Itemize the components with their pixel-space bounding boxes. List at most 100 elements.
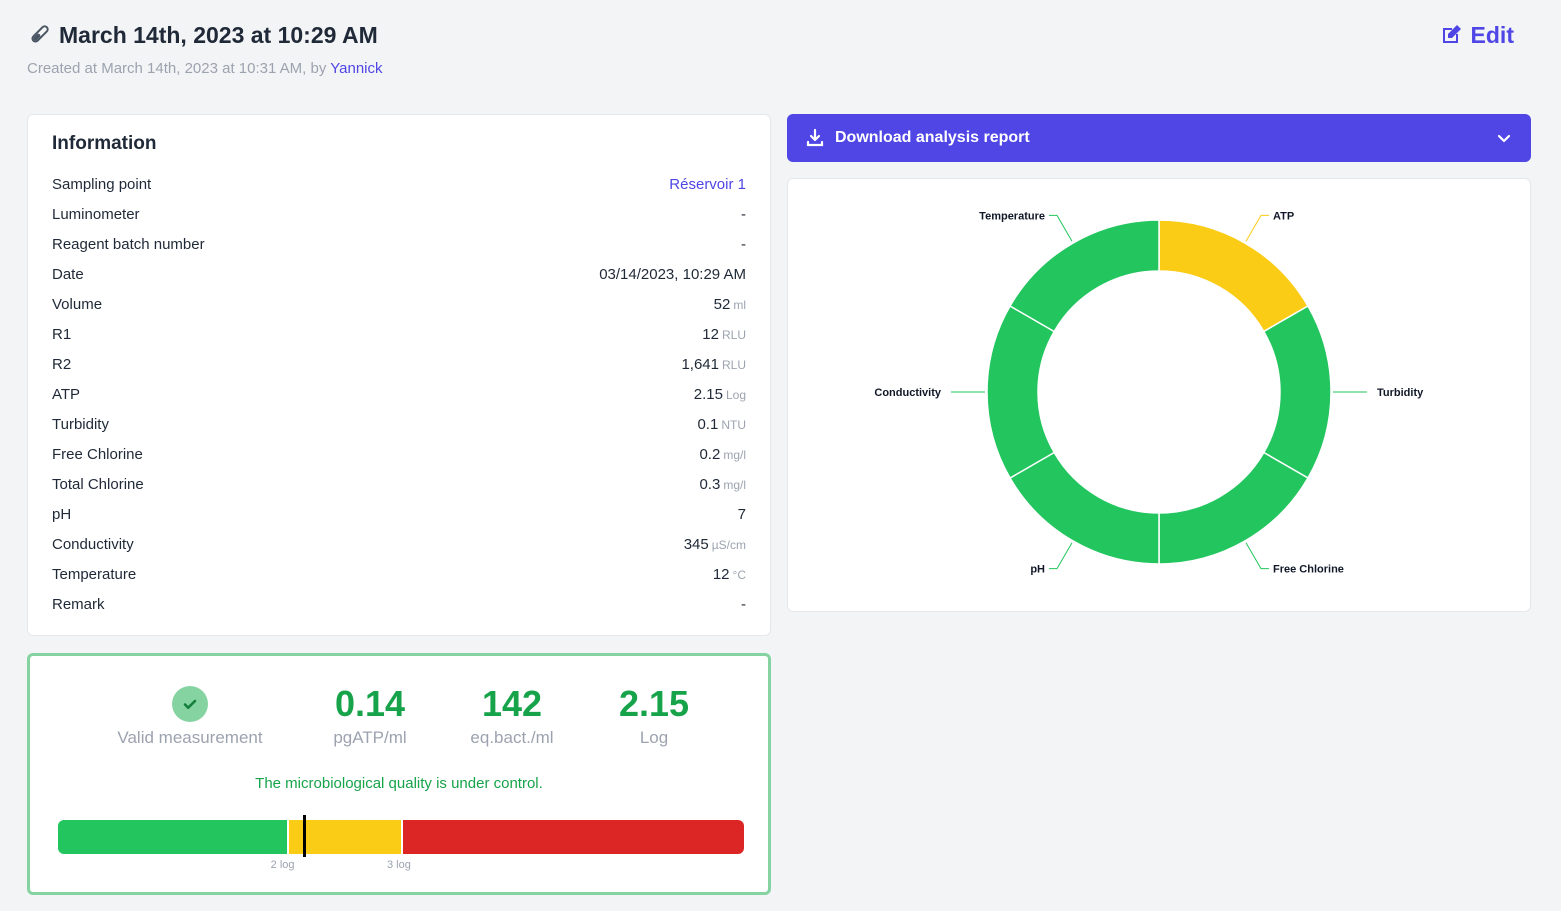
title-row: March 14th, 2023 at 10:29 AM: [27, 18, 1527, 52]
edit-icon: [1442, 25, 1461, 43]
metrics-row: Valid measurement 0.14 pgATP/ml 142 eq.b…: [30, 684, 768, 754]
atp-concentration-metric: 0.14 pgATP/ml: [310, 684, 430, 748]
info-value: 12: [702, 325, 719, 343]
donut-label: pH: [1030, 564, 1045, 576]
bacteria-equivalent-metric: 142 eq.bact./ml: [450, 684, 574, 748]
metric-label: Log: [639, 728, 669, 747]
info-value-group: 0.3 mg/l: [699, 476, 746, 493]
info-value: -: [741, 205, 746, 223]
scale-segment-alert: [400, 820, 744, 854]
info-value-group: 2.15 Log: [694, 386, 746, 403]
info-row: R2 1,641 RLU: [52, 349, 746, 379]
label-leader-line: [1245, 542, 1269, 570]
info-value: 2.15: [693, 385, 723, 403]
information-title: Information: [52, 133, 157, 154]
metric-value: 0.14: [334, 683, 406, 724]
label-leader-line: [1049, 214, 1073, 242]
edit-label: Edit: [1470, 21, 1514, 48]
info-label: Luminometer: [52, 205, 140, 223]
current-value-marker: [302, 815, 306, 857]
info-row: Temperature 12 °C: [52, 559, 746, 589]
download-icon: [806, 128, 824, 147]
info-unit: RLU: [721, 357, 746, 372]
info-unit: °C: [732, 567, 746, 582]
info-label: ATP: [52, 385, 81, 403]
label-leader-line: [1245, 214, 1269, 242]
info-unit: mg/l: [723, 447, 746, 462]
metric-value: 2.15: [618, 683, 690, 724]
info-row: Conductivity 345 µS/cm: [52, 529, 746, 559]
donut-label: Free Chlorine: [1273, 564, 1344, 576]
page-header: March 14th, 2023 at 10:29 AM Created at …: [27, 18, 1527, 88]
info-unit: NTU: [721, 417, 746, 432]
result-card: Valid measurement 0.14 pgATP/ml 142 eq.b…: [27, 653, 771, 895]
info-value-group: 12 RLU: [702, 326, 746, 343]
info-label: Sampling point: [52, 175, 152, 193]
threshold-label: 3 log: [387, 859, 411, 871]
info-label: Temperature: [52, 565, 137, 583]
label-leader-line: [1049, 542, 1073, 570]
info-value: 52: [713, 295, 731, 313]
donut-slice-temperature[interactable]: [1009, 219, 1160, 333]
donut-slice-ph[interactable]: [1009, 451, 1160, 565]
info-row: Turbidity 0.1 NTU: [52, 409, 746, 439]
info-value: 0.1: [697, 415, 719, 433]
info-value: 0.2: [699, 445, 721, 463]
info-row: ATP 2.15 Log: [52, 379, 746, 409]
donut-slice-atp[interactable]: [1158, 219, 1309, 333]
info-value-group: 7: [738, 506, 746, 523]
status-metric: Valid measurement: [110, 684, 270, 748]
check-circle-icon: [172, 686, 208, 722]
donut-label: Conductivity: [874, 387, 941, 399]
info-row: Free Chlorine 0.2 mg/l: [52, 439, 746, 469]
info-row: R1 12 RLU: [52, 319, 746, 349]
download-label: Download analysis report: [835, 129, 1030, 146]
info-value-group: -: [741, 596, 746, 613]
log-metric: 2.15 Log: [594, 684, 714, 748]
sampling-point-link[interactable]: Réservoir 1: [669, 175, 746, 193]
info-value-group: 1,641 RLU: [681, 356, 746, 373]
information-list: Sampling point Réservoir 1 Luminometer - Rea…: [52, 169, 746, 619]
info-row: Luminometer -: [52, 199, 746, 229]
info-row: Sampling point Réservoir 1: [52, 169, 746, 199]
info-row: Date 03/14/2023, 10:29 AM: [52, 259, 746, 289]
info-label: Volume: [52, 295, 103, 313]
edit-button[interactable]: Edit: [1439, 18, 1514, 52]
info-row: Volume 52 ml: [52, 289, 746, 319]
info-value: 345: [683, 535, 709, 553]
created-info: Created at March 14th, 2023 at 10:31 AM,…: [27, 60, 1527, 77]
info-row: Reagent batch number -: [52, 229, 746, 259]
info-unit: mg/l: [723, 477, 746, 492]
status-label: Valid measurement: [117, 728, 263, 747]
info-value-group: 0.2 mg/l: [699, 446, 746, 463]
info-value: -: [741, 235, 746, 253]
info-label: Free Chlorine: [52, 445, 143, 463]
info-label: R1: [52, 325, 72, 343]
metric-label: pgATP/ml: [333, 728, 407, 747]
donut-slice-conductivity[interactable]: [986, 304, 1056, 480]
donut-slice-free-chlorine[interactable]: [1158, 451, 1309, 565]
info-unit: Log: [725, 387, 746, 402]
info-value-group: 52 ml: [714, 296, 746, 313]
chevron-down-icon[interactable]: [1495, 129, 1513, 147]
info-value-group: 345 µS/cm: [684, 536, 746, 553]
donut-label: Turbidity: [1377, 387, 1424, 399]
author-link[interactable]: Yannick: [330, 60, 383, 77]
quality-message: The microbiological quality is under con…: [255, 775, 543, 792]
test-tube-icon: [27, 23, 51, 47]
info-value-group: 0.1 NTU: [697, 416, 746, 433]
info-value-group: -: [741, 236, 746, 253]
page-title: March 14th, 2023 at 10:29 AM: [59, 21, 378, 48]
info-row: Total Chlorine 0.3 mg/l: [52, 469, 746, 499]
quality-scale-bar: [58, 820, 744, 854]
info-value-group: -: [741, 206, 746, 223]
info-value-group: 12 °C: [713, 566, 746, 583]
information-card: Information Sampling point Réservoir 1 Lum…: [27, 114, 771, 636]
info-label: Total Chlorine: [52, 475, 144, 493]
metric-label: eq.bact./ml: [470, 728, 554, 747]
download-report-button[interactable]: Download analysis report: [787, 114, 1531, 162]
info-label: pH: [52, 505, 72, 523]
created-text: Created at March 14th, 2023 at 10:31 AM,…: [27, 60, 327, 77]
info-row: pH 7: [52, 499, 746, 529]
donut-slice-turbidity[interactable]: [1262, 304, 1332, 480]
